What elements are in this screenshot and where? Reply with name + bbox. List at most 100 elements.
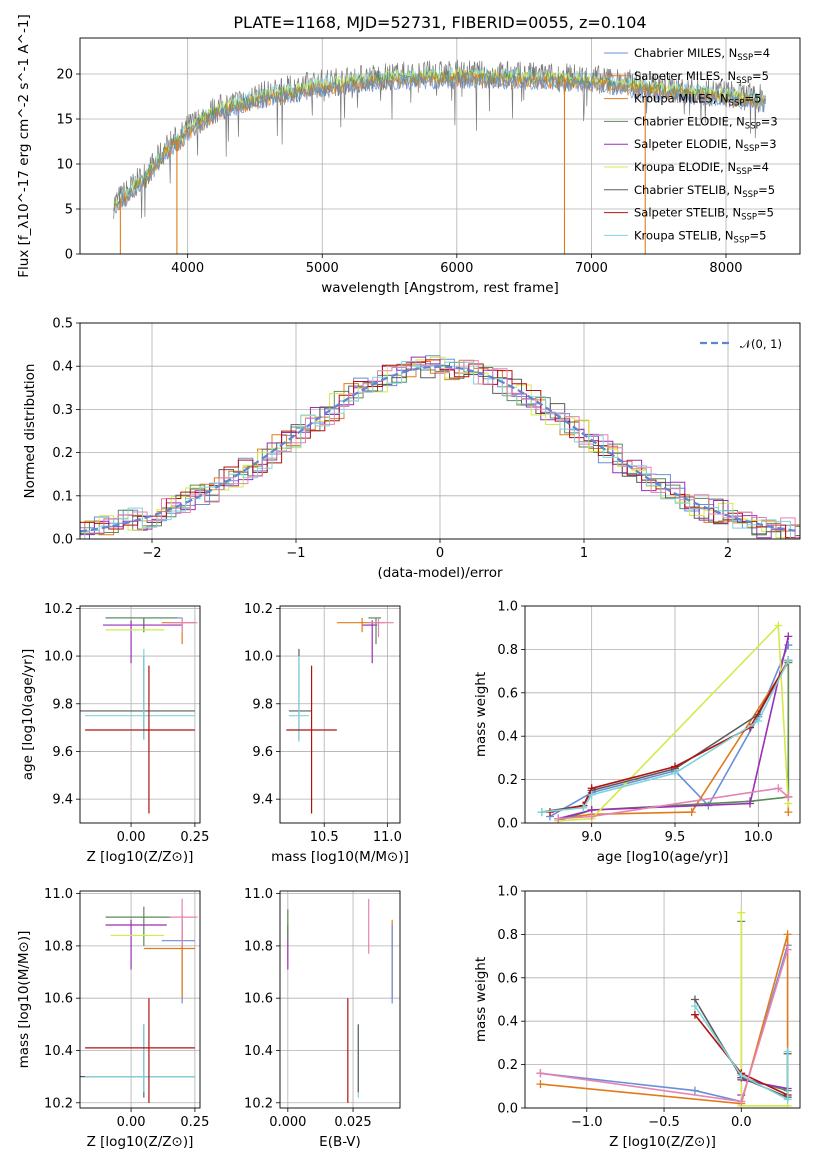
normal-curve bbox=[80, 365, 800, 533]
legend-label: Kroupa ELODIE, NSSP=4 bbox=[634, 160, 769, 177]
series-marker bbox=[671, 769, 679, 778]
series-marker bbox=[784, 808, 793, 817]
x-tick-label: 0.00 bbox=[117, 830, 146, 845]
legend-sub: SSP bbox=[745, 121, 761, 131]
y-tick-label: 10.2 bbox=[244, 1096, 273, 1111]
legend-label: Chabrier ELODIE, NSSP=3 bbox=[634, 114, 778, 131]
error-bars bbox=[80, 617, 198, 814]
series-marker bbox=[774, 621, 783, 630]
y-axis-label: mass [log10(M/M⊙)] bbox=[16, 931, 32, 1069]
x-axis-label: (data-model)/error bbox=[377, 565, 503, 581]
y-axis-label: Normed distribution bbox=[22, 364, 38, 499]
y-tick-label: 0.0 bbox=[497, 817, 518, 832]
histograms bbox=[80, 355, 800, 539]
y-tick-label: 15 bbox=[56, 113, 73, 128]
age-vs-z-panel: 0.00 0.25 9.4 9.6 9.8 10.0 10.2 Z [log10(Z/Z⊙)]… bbox=[20, 602, 209, 865]
x-tick-label: −0.5 bbox=[648, 1115, 680, 1130]
mass-vs-z-panel: 0.00 0.25 10.2 10.4 10.6 10.8 11.0 Z [log10(Z/Z… bbox=[16, 887, 209, 1150]
mass-vs-ebv-panel: 0.000 0.025 10.2 10.4 10.6 10.8 11.0 E(B-V) bbox=[244, 887, 401, 1150]
y-tick-label: 9.8 bbox=[52, 697, 73, 712]
x-tick-label: 0.025 bbox=[334, 1115, 371, 1130]
legend-sub: SSP bbox=[736, 167, 752, 177]
y-tick-label: 11.0 bbox=[44, 887, 73, 902]
y-tick-label: 1.0 bbox=[497, 600, 518, 615]
y-axis-label: Flux [f_λ10^-17 erg cm^-2 s^-1 A^-1] bbox=[16, 14, 32, 277]
axes-frame bbox=[79, 322, 801, 540]
x-tick-label: 11.0 bbox=[373, 830, 402, 845]
x-tick-label: −1.0 bbox=[571, 1115, 603, 1130]
x-tick-label: 8000 bbox=[709, 261, 742, 276]
x-tick-label: 0.25 bbox=[180, 830, 209, 845]
error-bars bbox=[286, 617, 394, 814]
x-axis-label: mass [log10(M/M⊙)] bbox=[271, 849, 409, 865]
x-tick-label: 0.25 bbox=[180, 1115, 209, 1130]
series-marker bbox=[774, 784, 783, 793]
x-axis-label: age [log10(age/yr)] bbox=[597, 849, 729, 865]
x-tick-label: 10.5 bbox=[310, 830, 339, 845]
x-tick-label: −2 bbox=[142, 546, 161, 561]
y-tick-label: 0.4 bbox=[497, 1015, 518, 1030]
y-tick-label: 10.2 bbox=[244, 602, 273, 617]
axes-frame bbox=[524, 605, 801, 824]
y-tick-label: 10.4 bbox=[44, 1044, 73, 1059]
x-axis-label: E(B-V) bbox=[319, 1134, 361, 1150]
y-tick-label: 9.4 bbox=[252, 793, 273, 808]
mass-weight-vs-z-panel: −1.0 −0.5 0.0 0.0 0.2 0.4 0.6 0.8 1.0 Z [log10(Z/… bbox=[473, 885, 801, 1150]
y-axis-label: age [log10(age/yr)] bbox=[20, 649, 36, 781]
series-marker bbox=[737, 908, 746, 917]
y-tick-label: 10.6 bbox=[244, 992, 273, 1007]
legend-label: Salpeter STELIB, NSSP=5 bbox=[634, 206, 774, 223]
y-tick-label: 0.4 bbox=[52, 360, 73, 375]
axes-frame bbox=[79, 605, 201, 824]
x-tick-label: 4000 bbox=[171, 261, 204, 276]
y-tick-label: 20 bbox=[56, 68, 73, 83]
y-tick-label: 0 bbox=[65, 248, 73, 263]
legend-eq: =5 bbox=[758, 183, 775, 197]
legend-label: Chabrier MILES, NSSP=4 bbox=[634, 46, 770, 63]
x-tick-label: 5000 bbox=[306, 261, 339, 276]
axes-frame bbox=[279, 605, 401, 824]
y-tick-label: 10.2 bbox=[44, 602, 73, 617]
y-tick-label: 9.6 bbox=[252, 745, 273, 760]
legend-label: Chabrier STELIB, NSSP=5 bbox=[634, 183, 775, 200]
x-axis-label: Z [log10(Z/Z⊙)] bbox=[87, 1134, 194, 1150]
series-line-olive bbox=[740, 921, 788, 1092]
series-marker bbox=[690, 1010, 699, 1019]
x-tick-label: 10.0 bbox=[744, 830, 773, 845]
series-marker bbox=[687, 808, 696, 817]
legend-eq: =3 bbox=[760, 137, 777, 151]
legend-eq: =5 bbox=[757, 206, 774, 220]
series-marker bbox=[783, 1047, 792, 1056]
series-marker bbox=[536, 1069, 545, 1078]
x-tick-label: 0.000 bbox=[269, 1115, 306, 1130]
spectrum-model-line-blue bbox=[113, 73, 766, 214]
series-marker bbox=[587, 790, 596, 799]
legend-sub: SSP bbox=[744, 144, 760, 154]
series-marker bbox=[554, 814, 563, 823]
axes-frame bbox=[279, 890, 401, 1109]
legend-eq: =4 bbox=[752, 160, 769, 174]
legend-sub: SSP bbox=[734, 235, 750, 245]
y-tick-label: 10.6 bbox=[44, 992, 73, 1007]
y-tick-label: 0.3 bbox=[52, 403, 73, 418]
series-line-purple bbox=[558, 636, 790, 820]
series-marker bbox=[536, 1080, 545, 1089]
series-marker bbox=[737, 1097, 746, 1106]
axes-frame bbox=[524, 890, 801, 1109]
x-tick-label: −1 bbox=[286, 546, 305, 561]
y-tick-label: 11.0 bbox=[244, 887, 273, 902]
y-tick-label: 0.4 bbox=[497, 730, 518, 745]
series-line-cyan bbox=[694, 1005, 789, 1101]
y-tick-label: 10.8 bbox=[244, 939, 273, 954]
y-tick-label: 9.6 bbox=[52, 745, 73, 760]
histogram-yellow bbox=[80, 356, 800, 539]
spectrum-legend: Chabrier MILES, NSSP=4 Salpeter MILES, NS… bbox=[604, 46, 778, 245]
y-tick-label: 10.2 bbox=[44, 1096, 73, 1111]
legend-eq: =5 bbox=[744, 92, 761, 106]
series-marker bbox=[783, 945, 792, 954]
series-marker bbox=[587, 812, 596, 821]
series-line-orange bbox=[540, 934, 789, 1105]
x-tick-label: 0.0 bbox=[731, 1115, 752, 1130]
x-axis-label: Z [log10(Z/Z⊙)] bbox=[87, 849, 194, 865]
